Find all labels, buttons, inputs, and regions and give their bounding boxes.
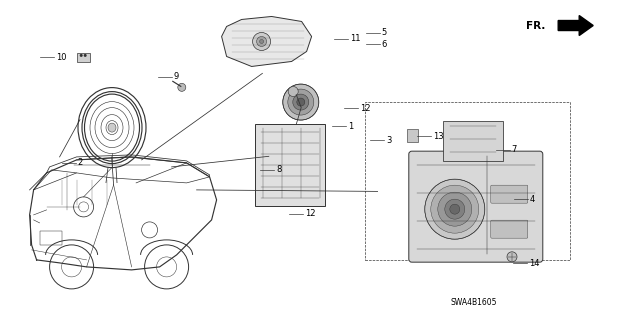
Text: 8: 8 (276, 165, 282, 174)
Text: 2: 2 (77, 158, 83, 167)
Text: 9: 9 (173, 72, 179, 81)
Circle shape (425, 179, 485, 239)
Circle shape (297, 98, 305, 106)
Text: 10: 10 (56, 53, 67, 62)
FancyBboxPatch shape (407, 129, 419, 142)
Circle shape (288, 89, 314, 115)
Text: 5: 5 (381, 28, 387, 37)
FancyBboxPatch shape (443, 121, 502, 161)
Circle shape (292, 94, 308, 110)
Text: 14: 14 (529, 259, 540, 268)
Circle shape (450, 204, 460, 214)
Text: FR.: FR. (526, 20, 545, 31)
Text: 6: 6 (381, 40, 387, 48)
Circle shape (253, 33, 271, 50)
Text: 7: 7 (511, 145, 517, 154)
Circle shape (257, 36, 267, 47)
Text: SWA4B1605: SWA4B1605 (451, 298, 497, 307)
Circle shape (507, 252, 517, 262)
Circle shape (288, 86, 298, 97)
Circle shape (445, 199, 465, 219)
Circle shape (438, 192, 472, 226)
Text: 12: 12 (305, 209, 316, 218)
FancyBboxPatch shape (491, 220, 528, 238)
Text: 1: 1 (348, 122, 353, 130)
Circle shape (260, 40, 264, 43)
Polygon shape (221, 17, 312, 66)
Circle shape (178, 83, 186, 91)
Circle shape (283, 84, 319, 120)
FancyBboxPatch shape (77, 53, 90, 62)
Bar (40, 231, 61, 245)
Circle shape (84, 54, 86, 57)
Text: 11: 11 (349, 34, 360, 43)
Text: 13: 13 (433, 132, 444, 141)
FancyBboxPatch shape (409, 151, 543, 262)
FancyBboxPatch shape (255, 123, 325, 205)
Polygon shape (558, 16, 593, 35)
FancyBboxPatch shape (491, 185, 528, 203)
Ellipse shape (108, 123, 116, 132)
Circle shape (431, 185, 479, 233)
Text: 12: 12 (360, 104, 371, 113)
Text: 4: 4 (530, 195, 535, 204)
Text: 3: 3 (386, 136, 392, 145)
Circle shape (80, 54, 83, 57)
Bar (365, 102, 570, 260)
